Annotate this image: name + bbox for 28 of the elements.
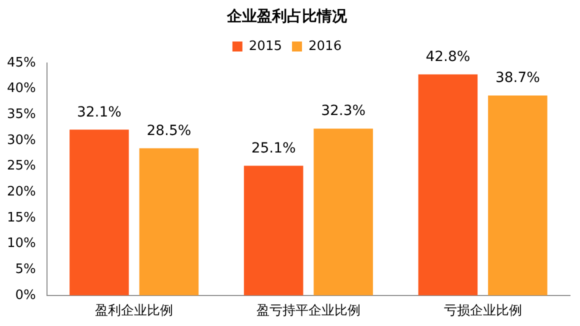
y-tick-label: 25% [6, 158, 36, 174]
x-tick-label: 盈亏持平企业比例 [256, 304, 360, 319]
legend-label: 2015 [248, 38, 282, 54]
y-tick-label: 0% [15, 288, 36, 303]
data-label: 32.1% [76, 104, 122, 120]
data-label: 32.3% [321, 103, 366, 120]
bar [244, 166, 304, 296]
bar [488, 96, 548, 296]
y-tick-label: 40% [6, 81, 36, 96]
data-label: 25.1% [251, 140, 296, 156]
y-tick-label: 5% [15, 262, 36, 277]
bar [314, 128, 373, 296]
y-tick-label: 10% [6, 236, 36, 252]
data-label: 38.7% [495, 70, 540, 86]
bar [70, 130, 129, 296]
legend-label: 2016 [308, 38, 342, 54]
y-tick-label: 15% [6, 210, 36, 226]
bar [418, 74, 478, 296]
y-tick-label: 30% [6, 132, 36, 148]
y-tick-label: 45% [6, 55, 36, 70]
data-label: 42.8% [426, 49, 470, 65]
bar [139, 148, 199, 296]
data-label: 28.5% [146, 122, 192, 139]
y-tick-label: 35% [6, 107, 36, 122]
x-tick-label: 亏损企业比例 [444, 304, 522, 319]
y-tick-label: 20% [6, 184, 36, 200]
x-tick-label: 盈利企业比例 [95, 304, 174, 319]
chart-title: 企业盈利占比情况 [226, 6, 348, 25]
